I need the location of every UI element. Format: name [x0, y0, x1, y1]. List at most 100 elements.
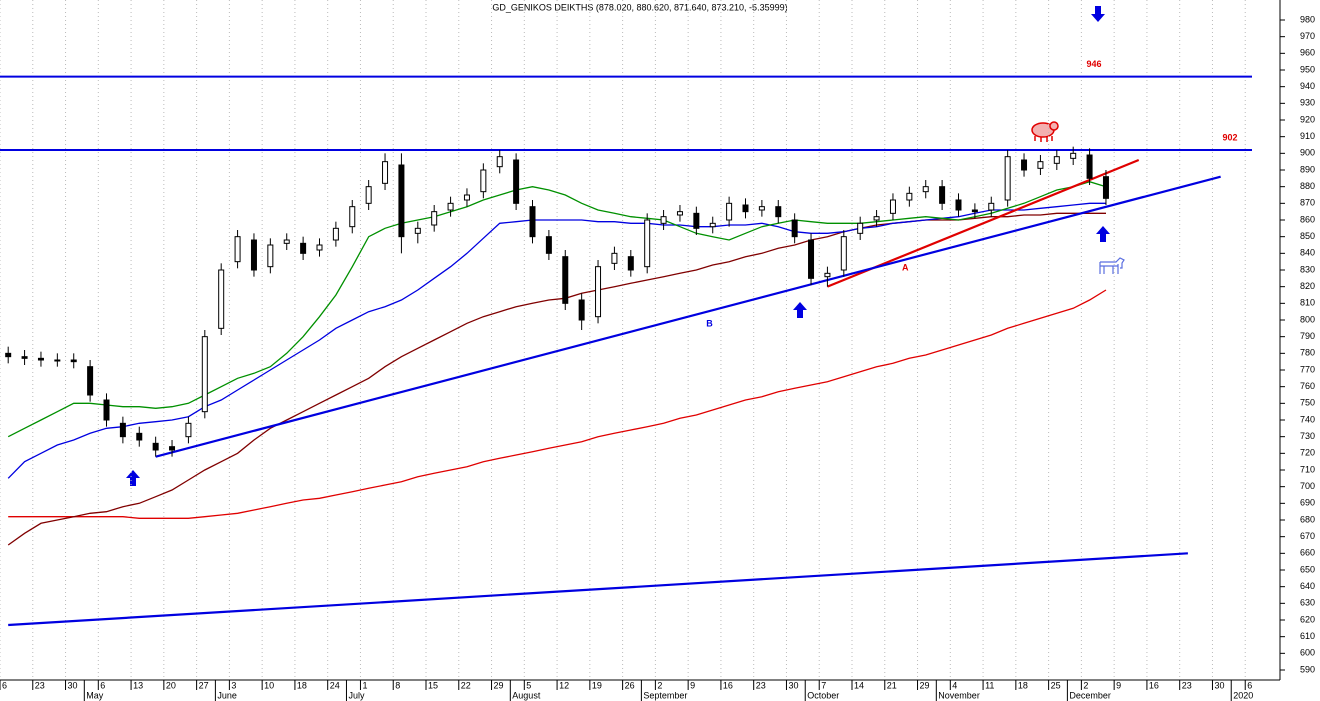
candle-body [300, 242, 307, 254]
y-tick-label: 930 [1300, 98, 1315, 108]
y-tick-label: 810 [1300, 298, 1315, 308]
candle [70, 353, 77, 369]
y-tick-label: 970 [1300, 31, 1315, 41]
candle-body [480, 169, 487, 193]
y-tick-label: 850 [1300, 231, 1315, 241]
candle-body [463, 194, 470, 201]
y-tick-label: 940 [1300, 81, 1315, 91]
moving-average-line [8, 289, 1107, 519]
y-tick-label: 650 [1300, 564, 1315, 574]
candle [87, 360, 94, 402]
y-tick-label: 900 [1300, 148, 1315, 158]
candle [398, 153, 405, 254]
candle [218, 263, 225, 335]
candle [709, 216, 716, 234]
candle-body [349, 206, 356, 228]
y-tick-label: 600 [1300, 648, 1315, 658]
candle [349, 200, 356, 234]
x-tick-label: 26 [625, 680, 635, 690]
y-tick-label: 800 [1300, 314, 1315, 324]
candle [169, 440, 176, 457]
x-tick-label: 4 [952, 680, 957, 690]
x-tick-label: 18 [297, 680, 307, 690]
up-arrow [793, 302, 807, 318]
candle-body [21, 356, 28, 359]
x-tick-label: 13 [133, 680, 143, 690]
y-tick-label: 610 [1300, 631, 1315, 641]
candle [1086, 148, 1093, 185]
candle-body [545, 236, 552, 254]
candle-body [513, 159, 520, 204]
candle [1004, 150, 1011, 207]
y-tick-label: 700 [1300, 481, 1315, 491]
candle-body [5, 352, 12, 358]
candle-body [283, 239, 290, 244]
candle [955, 193, 962, 217]
trend-line [155, 175, 1221, 458]
up-arrow [1096, 226, 1110, 242]
x-tick-label: 23 [35, 680, 45, 690]
candle [873, 210, 880, 227]
y-tick-label: 820 [1300, 281, 1315, 291]
y-tick-label: 660 [1300, 548, 1315, 558]
x-tick-label: 16 [723, 680, 733, 690]
y-tick-label: 870 [1300, 198, 1315, 208]
candle [791, 213, 798, 244]
candle [1053, 150, 1060, 170]
x-tick-label: 6 [1247, 680, 1252, 690]
candle-body [496, 156, 503, 168]
candle-body [676, 211, 683, 216]
candle [775, 200, 782, 224]
candle-body [988, 202, 995, 211]
candle-body [1021, 159, 1028, 171]
y-tick-label: 730 [1300, 431, 1315, 441]
candle [513, 153, 520, 210]
candle [316, 238, 323, 257]
candle-body [808, 239, 815, 279]
candle [283, 233, 290, 250]
candle-body [103, 399, 110, 421]
x-tick-label: 29 [920, 680, 930, 690]
moving-average-line [7, 202, 1106, 479]
candle [660, 210, 667, 230]
x-tick-label: 25 [1051, 680, 1061, 690]
candle-body [136, 432, 143, 441]
y-tick-label: 750 [1300, 398, 1315, 408]
candle-body [726, 202, 733, 221]
y-tick-label: 840 [1300, 248, 1315, 258]
candle-body [824, 272, 831, 278]
candle-body [1037, 161, 1044, 169]
x-tick-label: 16 [1149, 680, 1159, 690]
y-tick-label: 780 [1300, 348, 1315, 358]
candle-body [152, 442, 159, 451]
candle [414, 221, 421, 244]
candle-body [70, 359, 77, 363]
candle [447, 196, 454, 217]
x-tick-label: 30 [68, 680, 78, 690]
candle-body [529, 206, 536, 238]
candle-body [791, 219, 798, 238]
candle [119, 416, 126, 444]
x-tick-label: 10 [264, 680, 274, 690]
candle-body [709, 222, 716, 228]
month-label: June [217, 690, 237, 700]
candle [758, 200, 765, 217]
candle [922, 180, 929, 199]
candle [644, 213, 651, 274]
x-tick-label: 20 [166, 680, 176, 690]
x-tick-label: 9 [1116, 680, 1121, 690]
candle-body [775, 206, 782, 218]
candle-body [922, 186, 929, 193]
candle [37, 351, 44, 367]
candle [267, 238, 274, 274]
y-tick-label: 950 [1300, 64, 1315, 74]
candle-body [939, 186, 946, 204]
y-tick-label: 920 [1300, 114, 1315, 124]
x-tick-label: 1 [362, 680, 367, 690]
candle [431, 205, 438, 232]
bear-icon [1031, 121, 1059, 142]
month-label: 2020 [1233, 690, 1253, 700]
candle [332, 221, 339, 247]
candle [808, 233, 815, 285]
x-tick-label: 30 [788, 680, 798, 690]
